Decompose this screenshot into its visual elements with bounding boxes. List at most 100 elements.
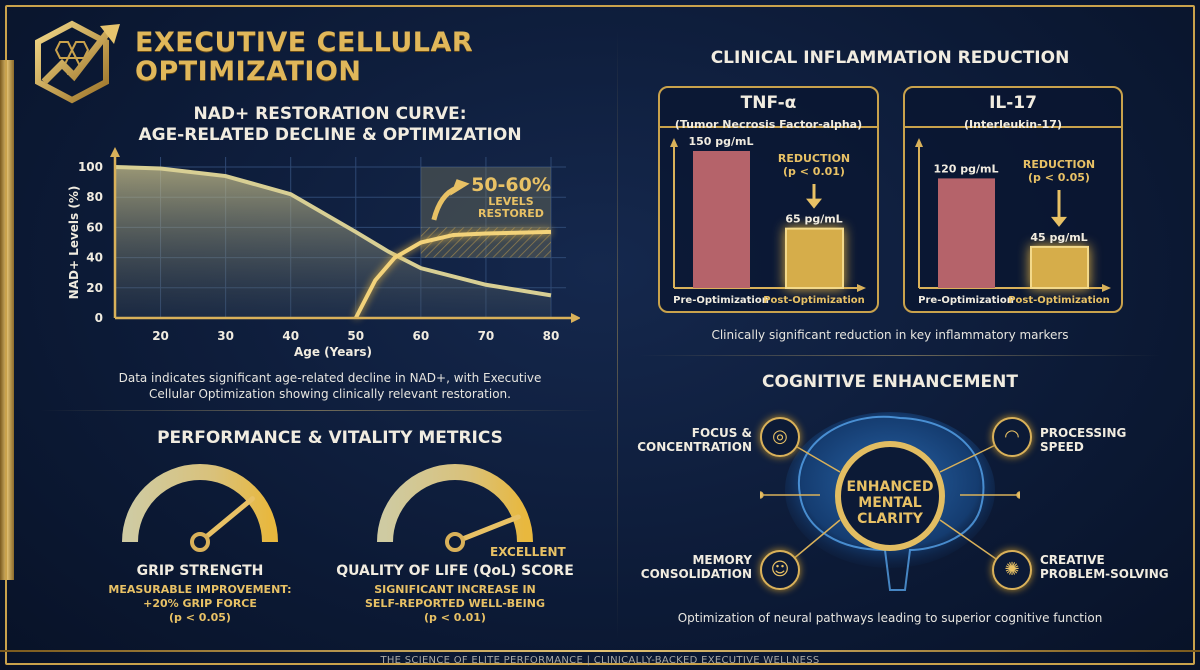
- reduction-label: REDUCTION: [778, 152, 850, 165]
- y-tick-label: 100: [78, 160, 103, 174]
- cognitive-caption: Optimization of neural pathways leading …: [677, 611, 1103, 625]
- cognitive-title: COGNITIVE ENHANCEMENT: [762, 372, 1018, 392]
- panel-title: TNF-α: [740, 93, 797, 113]
- performance-title: PERFORMANCE & VITALITY METRICS: [157, 428, 503, 448]
- x-tick-label: 40: [282, 329, 299, 343]
- y-tick-label: 60: [86, 220, 103, 234]
- panel-title: IL-17: [989, 93, 1037, 113]
- y-axis-label: NAD+ Levels (%): [67, 186, 81, 300]
- gold-frame: [5, 5, 1195, 665]
- gauge-needle: [452, 514, 521, 545]
- gauge-needle: [197, 496, 255, 545]
- p-value-label: (p < 0.01): [783, 165, 845, 178]
- restoration-series-line: [353, 229, 552, 319]
- gauge-label: QUALITY OF LIFE (QoL) SCORE: [336, 563, 574, 579]
- speedometer-icon: ◠: [992, 417, 1032, 457]
- gauge-label: GRIP STRENGTH: [136, 563, 264, 579]
- creative-label: CREATIVE PROBLEM-SOLVING: [1040, 553, 1169, 581]
- bar-value-label: 45 pg/mL: [1030, 231, 1087, 244]
- x-tick-label: 30: [217, 329, 234, 343]
- y-axis-arrow: [110, 147, 120, 157]
- excellent-badge: EXCELLENT: [490, 545, 566, 559]
- y-tick-label: 80: [86, 190, 103, 204]
- page-title: EXECUTIVE CELLULAR OPTIMIZATION: [135, 27, 474, 87]
- gauge-detail: (p < 0.05): [169, 611, 231, 624]
- panel-subtitle: (Tumor Necrosis Factor-alpha): [674, 118, 863, 131]
- divider: [40, 410, 600, 411]
- decline-series-line: [114, 165, 552, 298]
- panel-subtitle: (Interleukin-17): [964, 118, 1062, 131]
- footer-rule: [0, 650, 1200, 652]
- nad-chart-title: NAD+ RESTORATION CURVE: AGE-RELATED DECLI…: [138, 104, 522, 145]
- y-axis-arrow: [915, 138, 923, 147]
- pre-bar: [693, 151, 750, 288]
- x-axis-arrow: [1102, 284, 1111, 292]
- gold-side-bar: [0, 60, 14, 580]
- post-bar: [785, 227, 844, 289]
- il17-panel: IL-17 (Interleukin-17) 120 pg/mL Pre-Optim…: [903, 86, 1123, 313]
- qol-block: QUALITY OF LIFE (QoL) SCORE SIGNIFICANT …: [330, 563, 580, 625]
- y-tick-label: 40: [86, 251, 103, 265]
- gauge-detail: SELF-REPORTED WELL-BEING: [365, 597, 545, 610]
- grip-strength-block: GRIP STRENGTH MEASURABLE IMPROVEMENT: +2…: [100, 563, 300, 625]
- restored-callout: 50-60% LEVELS RESTORED: [466, 174, 556, 220]
- x-tick-label: 70: [478, 329, 495, 343]
- footer-text: THE SCIENCE OF ELITE PERFORMANCE | CLINI…: [380, 655, 820, 666]
- nad-caption: Data indicates significant age-related d…: [118, 371, 542, 401]
- y-tick-label: 0: [95, 311, 103, 325]
- gauge-arc: [377, 464, 533, 543]
- x-tick-label: 80: [543, 329, 560, 343]
- gauge-arc: [122, 464, 278, 543]
- memory-label: MEMORY CONSOLIDATION: [640, 553, 752, 581]
- tnf-panel: TNF-α (Tumor Necrosis Factor-alpha) 150 p…: [658, 86, 879, 313]
- x-tick-label: 60: [412, 329, 429, 343]
- callout-percent: 50-60%: [471, 174, 551, 196]
- category-label: Post-Optimization: [763, 295, 865, 306]
- x-axis-arrow: [857, 284, 866, 292]
- gauge-detail: MEASURABLE IMPROVEMENT:: [108, 583, 292, 596]
- inflammation-caption: Clinically significant reduction in key …: [711, 328, 1069, 342]
- panel-header: TNF-α (Tumor Necrosis Factor-alpha): [660, 88, 877, 131]
- post-bar: [1030, 245, 1089, 289]
- gauge-hub: [190, 532, 210, 552]
- down-arrowhead: [1051, 216, 1067, 227]
- focus-label: FOCUS & CONCENTRATION: [637, 426, 752, 454]
- category-label: Post-Optimization: [1008, 295, 1110, 306]
- lightbulb-icon: ✺: [992, 550, 1032, 590]
- divider: [640, 355, 1160, 356]
- hexagon-growth-arrow-logo: [35, 20, 120, 104]
- center-label: ENHANCED MENTAL CLARITY: [846, 479, 934, 527]
- gauge-detail: (p < 0.01): [424, 611, 486, 624]
- callout-line2: RESTORED: [478, 207, 544, 220]
- category-label: Pre-Optimization: [918, 295, 1014, 306]
- vertical-divider: [617, 30, 618, 640]
- bar-value-label: 120 pg/mL: [933, 162, 998, 175]
- x-tick-label: 50: [347, 329, 364, 343]
- decline-area: [115, 167, 551, 318]
- reduction-label: REDUCTION: [1023, 158, 1095, 171]
- gauge-hub: [445, 532, 465, 552]
- callout-line1: LEVELS: [488, 195, 534, 208]
- head-brain-icon: ☺: [760, 550, 800, 590]
- gauge-detail: SIGNIFICANT INCREASE IN: [374, 583, 536, 596]
- x-tick-label: 20: [152, 329, 169, 343]
- panel-header: IL-17 (Interleukin-17): [905, 88, 1121, 131]
- inflammation-title: CLINICAL INFLAMMATION REDUCTION: [710, 48, 1070, 68]
- processing-label: PROCESSING SPEED: [1040, 426, 1127, 454]
- tnf-bar-chart: 150 pg/mL Pre-Optimization 65 pg/mL Post-Op…: [670, 135, 866, 306]
- p-value-label: (p < 0.05): [1028, 171, 1090, 184]
- il17-bar-chart: 120 pg/mL Pre-Optimization 45 pg/mL Post-Op…: [915, 138, 1111, 306]
- y-axis-arrow: [670, 138, 678, 147]
- x-axis-arrow: [571, 313, 580, 323]
- down-arrowhead: [806, 198, 822, 209]
- category-label: Pre-Optimization: [673, 295, 769, 306]
- y-tick-label: 20: [86, 281, 103, 295]
- gauge-detail: +20% GRIP FORCE: [143, 597, 257, 610]
- bar-value-label: 65 pg/mL: [785, 213, 842, 226]
- brain-illustration: [760, 412, 1020, 591]
- pre-bar: [938, 178, 995, 288]
- nad-line-chart: 20 30 40 50 60 70 80 0 20 40 60 80 100 Age (Years) NAD…: [67, 147, 580, 359]
- x-axis-label: Age (Years): [294, 345, 372, 359]
- target-icon: ◎: [760, 417, 800, 457]
